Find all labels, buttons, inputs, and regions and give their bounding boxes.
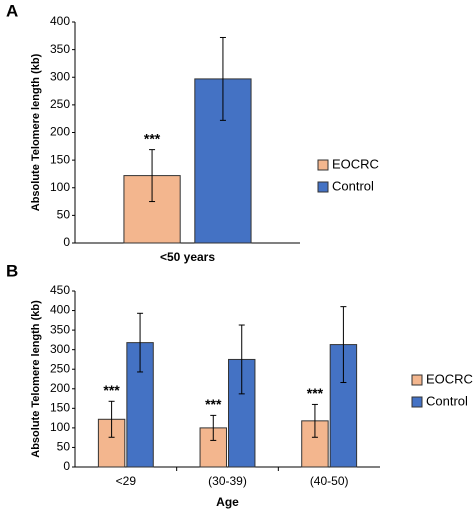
y-tick-label: 250 (50, 97, 70, 111)
legend-label: EOCRC (332, 156, 379, 171)
x-tick-label: <50 years (160, 250, 215, 264)
y-tick-label: 200 (50, 381, 70, 395)
significance: *** (103, 382, 120, 398)
x-tick-label: <29 (116, 474, 137, 488)
legend-swatch (411, 374, 423, 386)
y-tick-label: 150 (50, 401, 70, 415)
y-tick-label: 450 (50, 283, 70, 297)
legend-label: Control (332, 178, 374, 193)
y-tick-label: 350 (50, 42, 70, 56)
panel-label: A (6, 1, 18, 20)
y-tick-label: 350 (50, 322, 70, 336)
y-tick-label: 50 (57, 208, 71, 222)
y-tick-label: 50 (57, 440, 71, 454)
y-tick-label: 100 (50, 420, 70, 434)
y-tick-label: 100 (50, 180, 70, 194)
significance: *** (307, 385, 324, 401)
y-tick-label: 300 (50, 69, 70, 83)
y-axis-label: Absolute Telomere length (kb) (30, 300, 42, 458)
legend-swatch (411, 396, 423, 408)
x-tick-label: (40-50) (310, 474, 349, 488)
y-tick-label: 150 (50, 152, 70, 166)
y-tick-label: 400 (50, 14, 70, 28)
legend-swatch (317, 181, 329, 193)
significance: *** (205, 396, 222, 412)
x-tick-label: (30-39) (208, 474, 247, 488)
legend-swatch (317, 159, 329, 171)
y-tick-label: 200 (50, 125, 70, 139)
y-tick-label: 300 (50, 342, 70, 356)
panel-label: B (6, 261, 18, 280)
y-tick-label: 0 (63, 459, 70, 473)
y-tick-label: 0 (63, 235, 70, 249)
x-axis-label: Age (216, 495, 239, 509)
significance: *** (144, 130, 161, 146)
legend-label: EOCRC (426, 371, 473, 386)
y-axis-label: Absolute Telomere length (kb) (30, 53, 42, 211)
legend-label: Control (426, 393, 468, 408)
y-tick-label: 400 (50, 303, 70, 317)
y-tick-label: 250 (50, 361, 70, 375)
